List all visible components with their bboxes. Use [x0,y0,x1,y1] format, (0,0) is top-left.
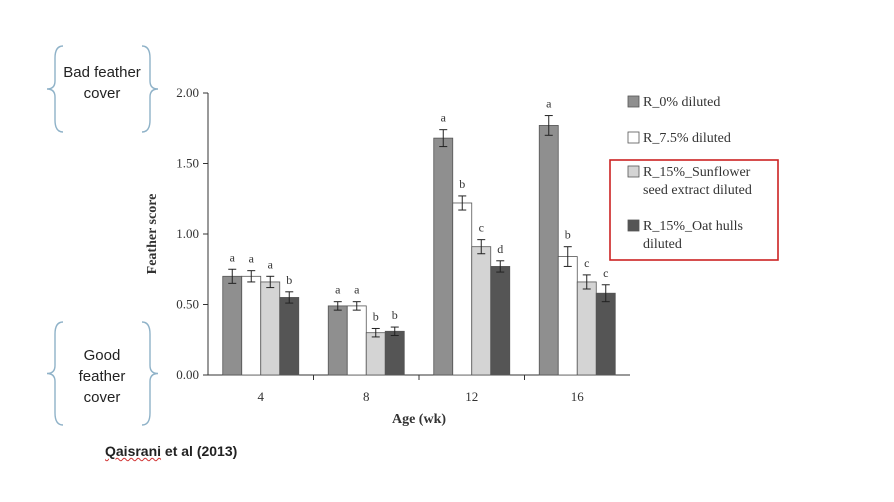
right-brace [141,321,159,426]
bar [538,125,559,376]
legend-swatch [627,219,640,232]
bar [260,281,281,376]
annotation-braces [46,45,159,426]
legend-label: R_15%_Sunflower seed extract diluted [643,165,752,198]
bar [384,330,405,376]
significance-letter: a [249,252,255,266]
legend-swatch [627,131,640,144]
bar [365,332,386,376]
significance-letter: b [286,273,292,287]
bar [490,266,511,376]
bad-feather-cover-label: Bad feather cover [63,64,141,102]
bar [241,275,262,376]
significance-letter: c [584,256,589,270]
x-axis-title: Age (wk) [392,412,446,427]
bar [452,202,473,376]
bar [557,256,578,376]
legend-label: R_0% diluted [643,95,720,110]
left-brace [46,45,64,133]
legend-swatch [627,95,640,108]
significance-letter: b [459,177,465,191]
significance-letter: a [268,257,274,271]
left-brace [46,321,64,426]
significance-letter: b [373,309,379,323]
legend-label: R_15%_Oat hulls diluted [643,219,743,252]
significance-letter: c [479,221,484,235]
y-tick-label: 0.00 [176,367,199,382]
bar [433,137,454,376]
x-tick-label: 12 [465,389,478,404]
bar [595,292,616,376]
y-tick-label: 1.00 [176,226,199,241]
legend-label: R_7.5% diluted [643,131,731,146]
citation: Qaisrani et al (2013) [105,443,237,459]
bar [471,246,492,376]
y-axis-title: Feather score [145,194,160,275]
y-tick-label: 2.00 [176,85,199,100]
bar [279,297,300,376]
significance-letter: a [230,250,236,264]
significance-letter: a [335,283,341,297]
bar [327,305,348,376]
significance-letter: b [565,228,571,242]
significance-letter: a [546,97,552,111]
significance-letter: d [497,242,503,256]
x-tick-label: 8 [363,389,370,404]
bar [576,281,597,376]
significance-letter: c [603,266,608,280]
good-feather-cover-label: Good feather cover [78,347,126,406]
significance-letter: a [354,283,360,297]
y-tick-label: 0.50 [176,297,199,312]
x-tick-label: 4 [258,389,265,404]
citation-author: Qaisrani [105,443,162,459]
right-brace [141,45,159,133]
citation-rest: et al (2013) [161,443,238,459]
significance-letter: a [441,111,447,125]
chart-legend: R_0% diluted R_7.5% diluted R_15%_Sunflowe… [609,95,779,261]
bar [346,305,367,376]
bar [222,275,243,376]
legend-highlight-box [609,159,779,261]
y-tick-label: 1.50 [176,156,199,171]
x-tick-label: 16 [571,389,585,404]
legend-swatch [627,165,640,178]
significance-letter: b [392,308,398,322]
